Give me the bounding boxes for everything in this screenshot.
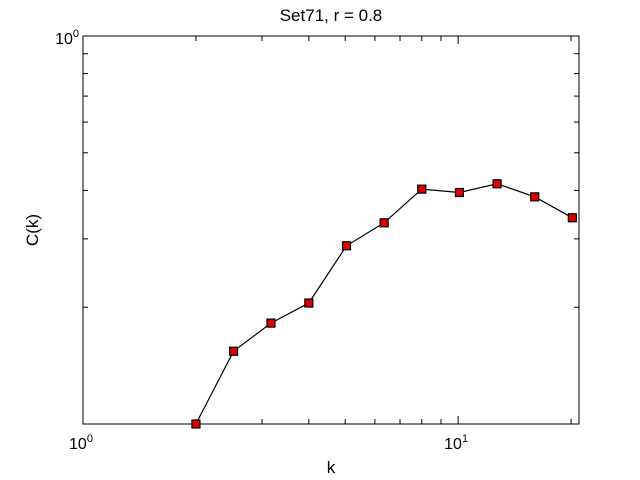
data-point-marker	[492, 179, 502, 189]
y-tick-label: 100	[55, 28, 79, 48]
data-point-marker	[341, 241, 352, 251]
data-point-marker	[266, 318, 276, 328]
data-point-marker	[567, 213, 577, 223]
data-point-marker	[304, 298, 314, 308]
chart-title: Set71, r = 0.8	[280, 6, 383, 25]
x-tick-label: 100	[69, 433, 93, 453]
data-point-marker	[379, 218, 389, 228]
axis-ticks	[82, 35, 579, 425]
x-tick-label: 101	[444, 433, 468, 453]
data-point-marker	[191, 419, 201, 429]
data-series	[191, 179, 577, 429]
axis-tick-labels: 100 101 100	[55, 28, 468, 453]
data-point-marker	[228, 346, 239, 356]
y-axis-label: C(k)	[23, 214, 42, 246]
x-axis-label: k	[327, 458, 336, 477]
data-point-marker	[417, 184, 427, 194]
plot-area: 100 101 100	[55, 28, 580, 453]
data-point-marker	[530, 192, 540, 202]
data-point-marker	[454, 187, 465, 198]
plot-frame	[82, 35, 580, 425]
